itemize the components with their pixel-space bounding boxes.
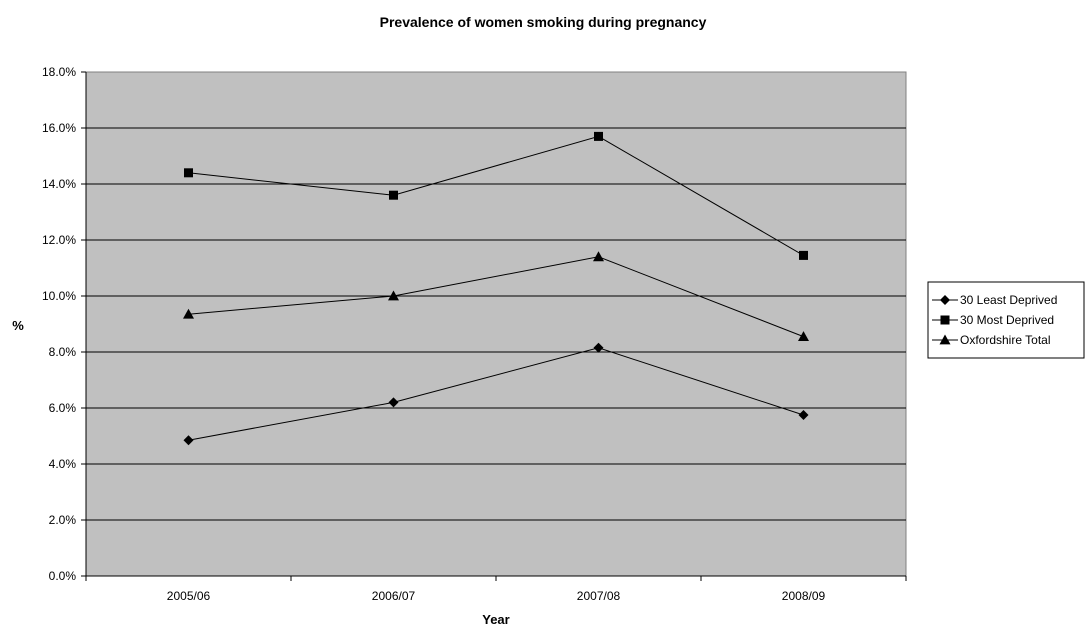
- y-tick-label: 12.0%: [42, 233, 76, 247]
- y-tick-labels: 0.0% 2.0% 4.0% 6.0% 8.0% 10.0% 12.0% 14.0% 16.0%…: [42, 65, 76, 583]
- plot-area: [85, 71, 907, 577]
- data-point-30-least-deprived: [183, 435, 194, 446]
- legend-marker-30-most-deprived: [940, 315, 950, 325]
- data-point-30-least-deprived: [593, 342, 604, 353]
- data-point-30-least-deprived: [388, 397, 399, 408]
- x-tick-label: 2007/08: [577, 589, 621, 603]
- y-tick-label: 14.0%: [42, 177, 76, 191]
- y-tick-label: 18.0%: [42, 65, 76, 79]
- data-point-oxfordshire-total: [388, 290, 399, 301]
- y-tick-label: 16.0%: [42, 121, 76, 135]
- x-tick-label: 2006/07: [372, 589, 416, 603]
- data-point-30-most-deprived: [799, 250, 808, 260]
- chart-title: Prevalence of women smoking during pregn…: [380, 14, 707, 30]
- y-tick-label: 2.0%: [49, 513, 77, 527]
- series-group: [183, 131, 809, 446]
- y-tick-label: 8.0%: [49, 345, 77, 359]
- series-line-30-least-deprived: [188, 347, 804, 441]
- data-point-30-most-deprived: [389, 190, 398, 200]
- legend: 30 Least Deprived 30 Most Deprived Oxfords…: [927, 281, 1085, 359]
- y-tick-label: 0.0%: [49, 569, 77, 583]
- y-tick-label: 4.0%: [49, 457, 77, 471]
- data-point-oxfordshire-total: [593, 251, 604, 262]
- x-axis-title: Year: [482, 612, 509, 627]
- gridlines: [86, 127, 906, 521]
- legend-label-oxfordshire-total: Oxfordshire Total: [960, 333, 1051, 347]
- legend-marker-30-least-deprived: [940, 295, 950, 305]
- legend-marker-oxfordshire-total: [939, 334, 951, 345]
- data-point-oxfordshire-total: [798, 331, 809, 341]
- x-tick-label: 2008/09: [782, 589, 826, 603]
- x-tick-label: 2005/06: [167, 589, 211, 603]
- legend-label-30-most-deprived: 30 Most Deprived: [960, 313, 1054, 327]
- series-line-oxfordshire-total: [188, 256, 804, 338]
- y-tick-label: 6.0%: [49, 401, 77, 415]
- data-point-30-most-deprived: [594, 131, 603, 141]
- axes: [81, 71, 907, 581]
- legend-label-30-least-deprived: 30 Least Deprived: [960, 293, 1057, 307]
- series-line-30-most-deprived: [188, 135, 804, 256]
- data-point-oxfordshire-total: [183, 308, 194, 319]
- y-tick-label: 10.0%: [42, 289, 76, 303]
- y-axis-title: %: [12, 318, 24, 333]
- data-point-30-most-deprived: [184, 168, 193, 178]
- x-tick-labels: 2005/06 2006/07 2007/08 2008/09: [167, 589, 826, 603]
- data-point-30-least-deprived: [798, 410, 809, 420]
